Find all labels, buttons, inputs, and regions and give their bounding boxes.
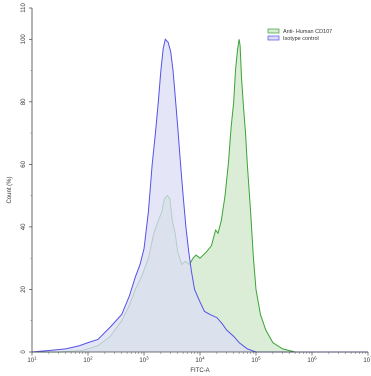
x-axis-title: FITC-A (190, 368, 209, 374)
y-tick-label: 110 (21, 3, 27, 13)
series-area-0 (32, 39, 368, 353)
y-tick-label: 80 (21, 98, 27, 105)
series-area-1 (32, 39, 368, 353)
x-tick-label: 105 (251, 356, 261, 365)
x-tick-label: 103 (139, 356, 149, 365)
legend-swatch-0 (267, 28, 280, 34)
y-tick-label: 20 (21, 285, 27, 292)
x-tick-label: 107 (363, 356, 371, 365)
x-tick-label: 106 (307, 356, 317, 365)
y-tick-label: 40 (21, 223, 27, 230)
x-tick-label: 101 (27, 356, 37, 365)
plot-areas (31, 38, 368, 353)
y-tick-label: 60 (21, 160, 27, 167)
y-axis-title: Count (%) (7, 176, 13, 203)
y-tick-label: 0 (21, 350, 27, 354)
series-line-1 (31, 38, 368, 353)
x-ticks: 101 102 103 104 105 106 107 (27, 352, 371, 364)
legend-label-1: Isotype control (283, 36, 319, 42)
y-tick-label: 100 (21, 34, 27, 45)
y-ticks: 0 20 40 60 80 100 110 (21, 3, 32, 354)
legend-label-0: Anti- Human CD107 (283, 29, 332, 35)
legend-swatch-1 (267, 35, 280, 41)
x-tick-label: 104 (195, 356, 205, 365)
x-tick-label: 102 (83, 356, 93, 365)
